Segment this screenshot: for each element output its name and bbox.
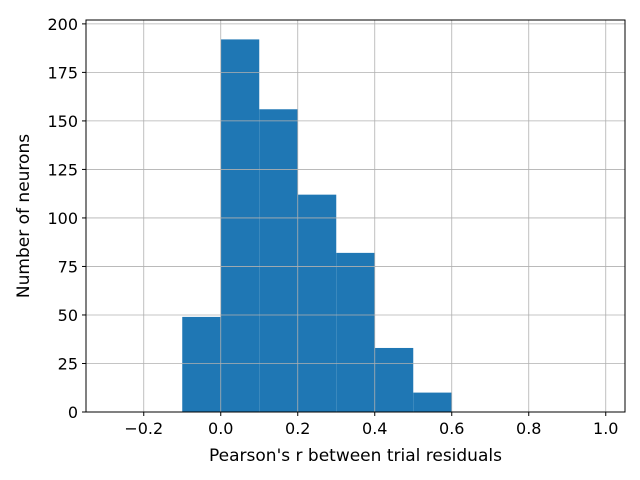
y-axis-ticks: 0 25 50 75 100 125 150 175 200 xyxy=(47,15,86,422)
x-axis-ticks: −0.2 0.0 0.2 0.4 0.6 0.8 1.0 xyxy=(124,412,618,438)
histogram-bar-4 xyxy=(336,252,375,412)
x-tick-label-6: 1.0 xyxy=(593,419,618,438)
y-tick-label-3: 75 xyxy=(58,257,78,276)
y-tick-label-7: 175 xyxy=(47,63,78,82)
y-tick-label-1: 25 xyxy=(58,354,78,373)
x-tick-label-2: 0.2 xyxy=(285,419,310,438)
x-tick-label-4: 0.6 xyxy=(439,419,464,438)
y-tick-label-6: 150 xyxy=(47,112,78,131)
x-axis-label: Pearson's r between trial residuals xyxy=(209,446,502,466)
y-tick-label-4: 100 xyxy=(47,209,78,228)
histogram-bar-2 xyxy=(259,109,298,412)
x-tick-label-5: 0.8 xyxy=(516,419,541,438)
grid xyxy=(86,20,625,413)
y-tick-label-2: 50 xyxy=(58,306,78,325)
y-tick-label-5: 125 xyxy=(47,160,78,179)
y-tick-label-8: 200 xyxy=(47,15,78,34)
histogram-bar-6 xyxy=(413,392,452,412)
x-tick-label-3: 0.4 xyxy=(362,419,387,438)
histogram-bars xyxy=(182,39,452,412)
x-tick-label-1: 0.0 xyxy=(208,419,233,438)
plot-area-frame xyxy=(85,19,626,413)
histogram-bar-5 xyxy=(374,347,414,412)
x-tick-label-0: −0.2 xyxy=(124,419,163,438)
histogram-bar-1 xyxy=(220,39,260,412)
histogram-bar-0 xyxy=(182,316,221,412)
histogram-bar-3 xyxy=(297,194,337,412)
y-tick-label-0: 0 xyxy=(68,403,78,422)
y-axis-label: Number of neurons xyxy=(14,134,34,298)
